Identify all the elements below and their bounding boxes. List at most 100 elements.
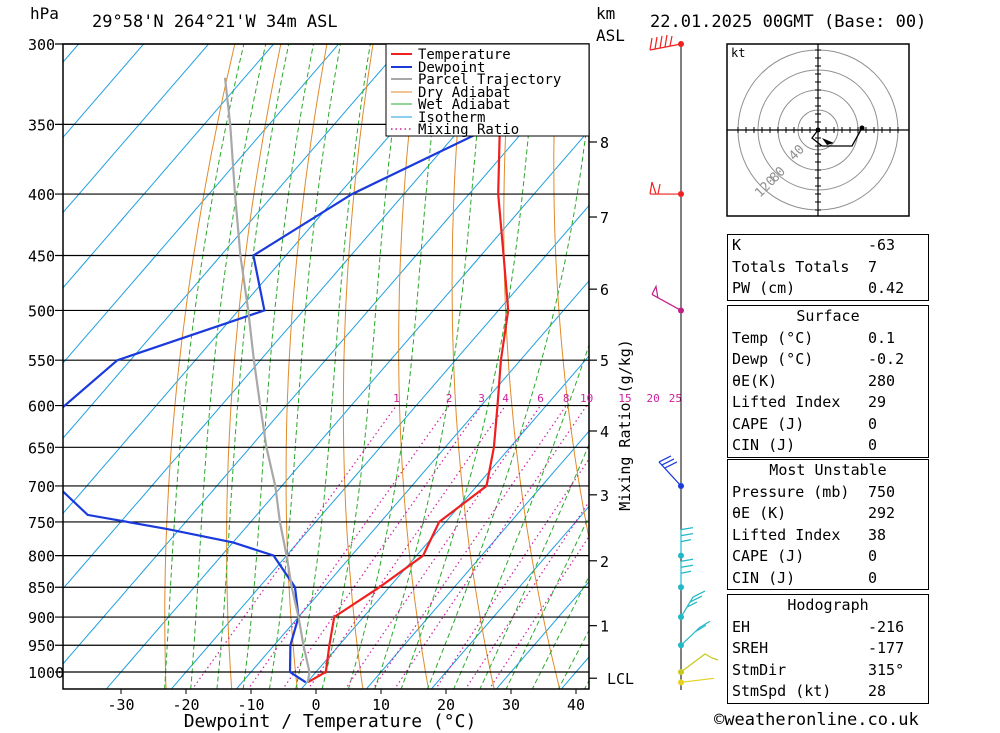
sreh-row: SREH -177 bbox=[728, 638, 928, 660]
asl-unit-label: ASL bbox=[596, 26, 625, 45]
sreh-label: SREH bbox=[732, 639, 769, 657]
mu-cape-row: CAPE (J) 0 bbox=[728, 546, 928, 568]
mu-thetae-value: 292 bbox=[868, 504, 896, 522]
stmspd-label: StmSpd (kt) bbox=[732, 682, 832, 700]
mixing-ratio-label: 20 bbox=[646, 392, 659, 405]
most-unstable-table: Most Unstable Pressure (mb) 750 θE (K) 292… bbox=[727, 459, 929, 590]
dry-adiabat-line bbox=[226, 44, 282, 689]
wet-adiabat-line bbox=[216, 44, 290, 689]
legend-dry-adiabat: Dry Adiabat bbox=[418, 85, 511, 101]
pressure-tick-label: 900 bbox=[28, 609, 55, 627]
mu-cape-value: 0 bbox=[868, 547, 878, 565]
wind-barb bbox=[649, 181, 681, 195]
x-axis-title: Dewpoint / Temperature (°C) bbox=[184, 711, 477, 732]
pressure-tick-label: 700 bbox=[28, 478, 55, 496]
stmdir-row: StmDir 315° bbox=[728, 660, 928, 682]
mixing-ratio-line bbox=[393, 405, 588, 689]
location-title: 29°58'N 264°21'W 34m ASL bbox=[92, 12, 338, 32]
mixing-ratio-line bbox=[434, 457, 589, 689]
legend-parcel: Parcel Trajectory bbox=[418, 72, 561, 88]
mu-thetae-row: θE (K) 292 bbox=[728, 503, 928, 525]
pressure-tick-label: 450 bbox=[28, 247, 55, 265]
km-unit-label: km bbox=[596, 4, 616, 23]
eh-value: -216 bbox=[868, 617, 905, 636]
eh-row: EH -216 bbox=[728, 617, 928, 639]
pw-label: PW (cm) bbox=[732, 279, 796, 297]
mixing-ratio-label: 3 bbox=[478, 392, 485, 405]
totals-totals-label: Totals Totals bbox=[732, 257, 850, 276]
stmdir-label: StmDir bbox=[732, 660, 787, 679]
x-tick-label: -20 bbox=[172, 696, 199, 714]
isotherm-line bbox=[365, 430, 589, 689]
surface-cape-label: CAPE (J) bbox=[732, 414, 805, 433]
legend: Temperature Dewpoint Parcel Trajectory D… bbox=[385, 43, 590, 138]
pressure-tick-label: 400 bbox=[28, 186, 55, 204]
dewpoint-profile bbox=[63, 44, 498, 684]
surface-dewp-row: Dewp (°C) -0.2 bbox=[728, 349, 928, 371]
isotherm-line bbox=[63, 54, 589, 665]
legend-isotherm: Isotherm bbox=[418, 110, 485, 126]
wet-adiabat-line bbox=[505, 515, 589, 689]
x-tick-label: -10 bbox=[237, 696, 264, 714]
mu-pressure-label: Pressure (mb) bbox=[732, 482, 850, 501]
pressure-tick-label: 300 bbox=[28, 36, 55, 54]
isotherm-line bbox=[430, 505, 589, 689]
pressure-tick-label: 800 bbox=[28, 548, 55, 566]
wet-adiabat-line bbox=[479, 443, 589, 689]
isotherm-line bbox=[63, 44, 340, 364]
hodograph-point bbox=[815, 127, 821, 133]
mu-li-value: 38 bbox=[868, 525, 887, 544]
km-tick-label: 8 bbox=[600, 134, 609, 152]
wet-adiabat-line bbox=[453, 343, 589, 689]
dry-adiabat-line bbox=[164, 44, 236, 689]
parcel-trajectory-profile bbox=[223, 77, 311, 683]
x-tick-label: -30 bbox=[107, 696, 134, 714]
isotherm-line bbox=[63, 44, 470, 515]
mu-li-row: Lifted Index 38 bbox=[728, 525, 928, 547]
mu-cape-label: CAPE (J) bbox=[732, 547, 805, 565]
surface-dewp-value: -0.2 bbox=[868, 350, 905, 368]
mixing-ratio-line bbox=[344, 405, 541, 689]
hodograph-point bbox=[859, 125, 865, 131]
dry-adiabat-line bbox=[923, 26, 1000, 697]
surface-cin-value: 0 bbox=[868, 436, 878, 454]
wet-adiabat-line bbox=[531, 575, 589, 689]
wind-barb bbox=[649, 34, 682, 51]
km-tick-label: 7 bbox=[600, 209, 609, 227]
surface-li-value: 29 bbox=[868, 393, 887, 411]
km-tick-label: 2 bbox=[600, 553, 609, 571]
stmspd-value: 28 bbox=[868, 682, 887, 700]
km-tick-label: 4 bbox=[600, 423, 609, 441]
surface-temp-label: Temp (°C) bbox=[732, 328, 814, 347]
km-tick-label: LCL bbox=[607, 670, 634, 688]
dry-adiabat-line bbox=[285, 44, 328, 689]
eh-label: EH bbox=[732, 617, 751, 636]
surface-table: Surface Temp (°C) 0.1 Dewp (°C) -0.2 θE(K)… bbox=[727, 305, 929, 458]
surface-cin-label: CIN (J) bbox=[732, 436, 796, 454]
pressure-tick-label: 650 bbox=[28, 439, 55, 457]
mixing-ratio-label: 1 bbox=[393, 392, 400, 405]
isotherm-line bbox=[63, 44, 405, 439]
isotherm-line bbox=[63, 44, 275, 289]
wet-adiabat-line bbox=[242, 44, 314, 689]
pressure-tick-label: 1000 bbox=[28, 664, 64, 682]
x-tick-label: 40 bbox=[567, 696, 585, 714]
pressure-tick-label: 950 bbox=[28, 637, 55, 655]
wind-barb bbox=[658, 455, 682, 487]
mu-pressure-value: 750 bbox=[868, 482, 896, 501]
km-tick-label: 1 bbox=[600, 618, 609, 636]
x-tick-label: 20 bbox=[437, 696, 455, 714]
mu-cin-value: 0 bbox=[868, 568, 878, 587]
km-tick-label: 6 bbox=[600, 281, 609, 299]
mu-pressure-row: Pressure (mb) 750 bbox=[728, 482, 928, 504]
surface-title: Surface bbox=[796, 307, 860, 325]
surface-cin-row: CIN (J) 0 bbox=[728, 435, 928, 457]
mixing-ratio-label: 10 bbox=[580, 392, 593, 405]
mixing-ratio-line bbox=[191, 405, 397, 689]
wet-adiabat-line bbox=[374, 44, 487, 689]
wet-adiabat-line bbox=[347, 44, 443, 689]
mixing-ratio-label: 15 bbox=[618, 392, 631, 405]
surface-li-row: Lifted Index 29 bbox=[728, 392, 928, 414]
pressure-tick-label: 350 bbox=[28, 116, 55, 134]
mixing-ratio-label: 6 bbox=[537, 392, 544, 405]
